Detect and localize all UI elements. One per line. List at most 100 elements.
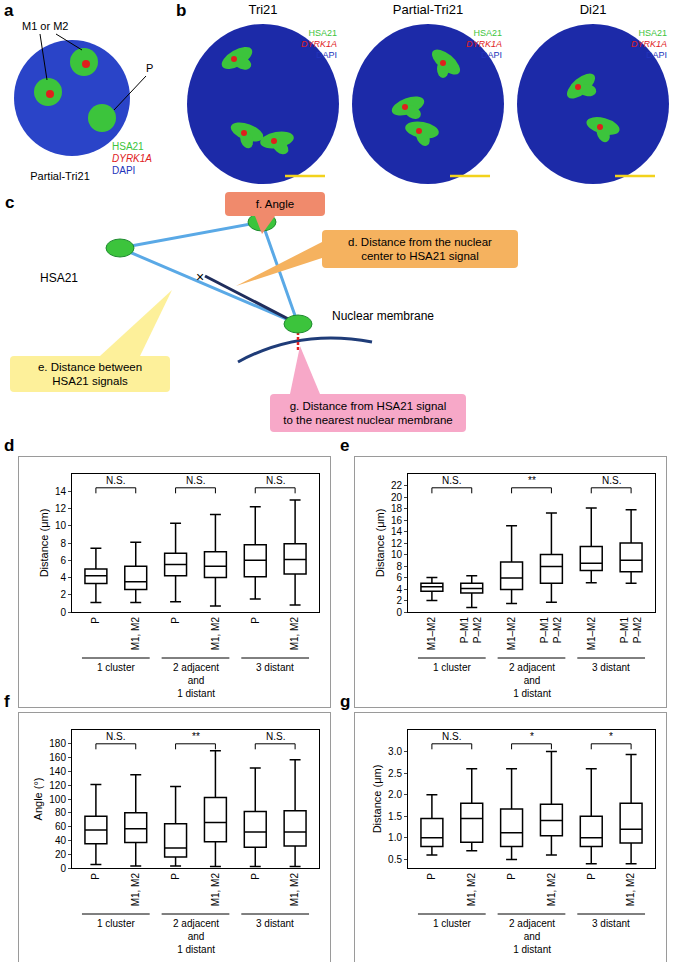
svg-text:DAPI: DAPI: [316, 50, 337, 60]
svg-text:16: 16: [391, 515, 403, 526]
svg-text:N.S.: N.S.: [442, 475, 461, 486]
svg-text:M1–M2: M1–M2: [586, 617, 597, 651]
svg-text:M1 or M2: M1 or M2: [22, 20, 68, 32]
svg-text:40: 40: [55, 835, 67, 846]
svg-text:g. Distance from HSA21 signal: g. Distance from HSA21 signal: [290, 400, 447, 412]
svg-text:×: ×: [196, 269, 204, 285]
svg-text:8: 8: [396, 561, 402, 572]
svg-text:3 distant: 3 distant: [592, 918, 630, 929]
svg-text:1 cluster: 1 cluster: [97, 918, 135, 929]
svg-text:N.S.: N.S.: [186, 475, 205, 486]
svg-text:6: 6: [396, 572, 402, 583]
svg-text:14: 14: [391, 526, 403, 537]
svg-text:**: **: [528, 475, 536, 486]
svg-text:1 cluster: 1 cluster: [433, 918, 471, 929]
svg-text:P: P: [170, 873, 181, 880]
svg-text:0: 0: [396, 607, 402, 618]
svg-text:1.0: 1.0: [388, 832, 402, 843]
svg-text:M1–M2: M1–M2: [426, 617, 437, 651]
svg-text:P: P: [250, 873, 261, 880]
svg-text:DYRK1A: DYRK1A: [631, 39, 667, 49]
svg-text:center to HSA21 signal: center to HSA21 signal: [361, 250, 479, 262]
svg-text:*: *: [530, 731, 534, 742]
svg-text:P: P: [90, 873, 101, 880]
svg-text:8: 8: [60, 538, 66, 549]
svg-text:*: *: [609, 731, 613, 742]
svg-text:DYRK1A: DYRK1A: [466, 39, 502, 49]
svg-text:100: 100: [49, 794, 66, 805]
svg-text:18: 18: [391, 503, 403, 514]
svg-text:0: 0: [60, 607, 66, 618]
svg-text:22: 22: [391, 480, 403, 491]
svg-text:P: P: [146, 62, 153, 74]
svg-text:P: P: [586, 873, 597, 880]
svg-text:N.S.: N.S.: [602, 475, 621, 486]
svg-text:P–M1P–M2: P–M1P–M2: [459, 617, 483, 644]
svg-text:b: b: [176, 1, 186, 20]
svg-text:2 adjacentand1 distant: 2 adjacentand1 distant: [509, 662, 555, 699]
svg-text:HSA21 signals: HSA21 signals: [52, 375, 128, 387]
svg-text:P: P: [170, 617, 181, 624]
svg-text:N.S.: N.S.: [106, 475, 125, 486]
svg-text:2.5: 2.5: [388, 768, 402, 779]
svg-text:2 adjacentand1 distant: 2 adjacentand1 distant: [173, 918, 219, 955]
svg-text:10: 10: [391, 549, 403, 560]
svg-text:DYRK1A: DYRK1A: [301, 39, 337, 49]
svg-text:Partial-Tri21: Partial-Tri21: [393, 2, 463, 17]
svg-text:HSA21: HSA21: [638, 28, 667, 38]
svg-text:3 distant: 3 distant: [592, 662, 630, 673]
svg-text:Partial-Tri21: Partial-Tri21: [30, 170, 90, 182]
svg-text:2 adjacentand1 distant: 2 adjacentand1 distant: [173, 662, 219, 699]
svg-text:f. Angle: f. Angle: [256, 198, 294, 210]
svg-text:to the nearest nuclear membran: to the nearest nuclear membrane: [283, 414, 452, 426]
svg-text:M1, M2: M1, M2: [130, 617, 141, 651]
svg-text:14: 14: [55, 486, 67, 497]
svg-text:P–M1P–M2: P–M1P–M2: [539, 617, 563, 644]
svg-text:M1, M2: M1, M2: [289, 873, 300, 907]
svg-text:c: c: [5, 193, 14, 212]
svg-text:DAPI: DAPI: [112, 165, 135, 176]
svg-text:12: 12: [55, 503, 67, 514]
svg-text:DAPI: DAPI: [646, 50, 667, 60]
svg-text:N.S.: N.S.: [106, 731, 125, 742]
svg-text:2 adjacentand1 distant: 2 adjacentand1 distant: [509, 918, 555, 955]
svg-text:1 cluster: 1 cluster: [433, 662, 471, 673]
svg-text:12: 12: [391, 538, 403, 549]
svg-text:P: P: [506, 873, 517, 880]
svg-text:120: 120: [49, 780, 66, 791]
svg-text:2.0: 2.0: [388, 789, 402, 800]
svg-text:a: a: [4, 1, 14, 20]
svg-text:DYRK1A: DYRK1A: [112, 153, 152, 164]
svg-text:DAPI: DAPI: [481, 50, 502, 60]
svg-text:Tri21: Tri21: [248, 2, 277, 17]
svg-text:Distance (μm): Distance (μm): [38, 509, 50, 578]
svg-text:M1, M2: M1, M2: [466, 873, 477, 907]
svg-text:60: 60: [55, 821, 67, 832]
svg-text:2: 2: [396, 595, 402, 606]
svg-text:HSA21: HSA21: [112, 141, 144, 152]
svg-text:2: 2: [60, 589, 66, 600]
svg-text:Angle (°): Angle (°): [32, 778, 44, 821]
svg-text:e. Distance between: e. Distance between: [38, 361, 142, 373]
svg-text:HSA21: HSA21: [308, 28, 337, 38]
svg-text:M1, M2: M1, M2: [625, 873, 636, 907]
svg-text:N.S.: N.S.: [266, 731, 285, 742]
svg-text:HSA21: HSA21: [473, 28, 502, 38]
svg-text:Nuclear membrane: Nuclear membrane: [332, 309, 434, 323]
svg-text:4: 4: [396, 584, 402, 595]
svg-text:**: **: [192, 731, 200, 742]
svg-text:140: 140: [49, 766, 66, 777]
svg-text:M1, M2: M1, M2: [210, 873, 221, 907]
svg-text:M1, M2: M1, M2: [289, 617, 300, 651]
svg-text:M1–M2: M1–M2: [506, 617, 517, 651]
svg-text:180: 180: [49, 738, 66, 749]
svg-text:P–M1P–M2: P–M1P–M2: [619, 617, 643, 644]
svg-text:0: 0: [60, 863, 66, 874]
svg-text:3.0: 3.0: [388, 746, 402, 757]
svg-text:10: 10: [55, 520, 67, 531]
svg-text:1.5: 1.5: [388, 811, 402, 822]
svg-text:160: 160: [49, 752, 66, 763]
svg-text:4: 4: [60, 572, 66, 583]
svg-text:Di21: Di21: [580, 2, 607, 17]
svg-text:1 cluster: 1 cluster: [97, 662, 135, 673]
